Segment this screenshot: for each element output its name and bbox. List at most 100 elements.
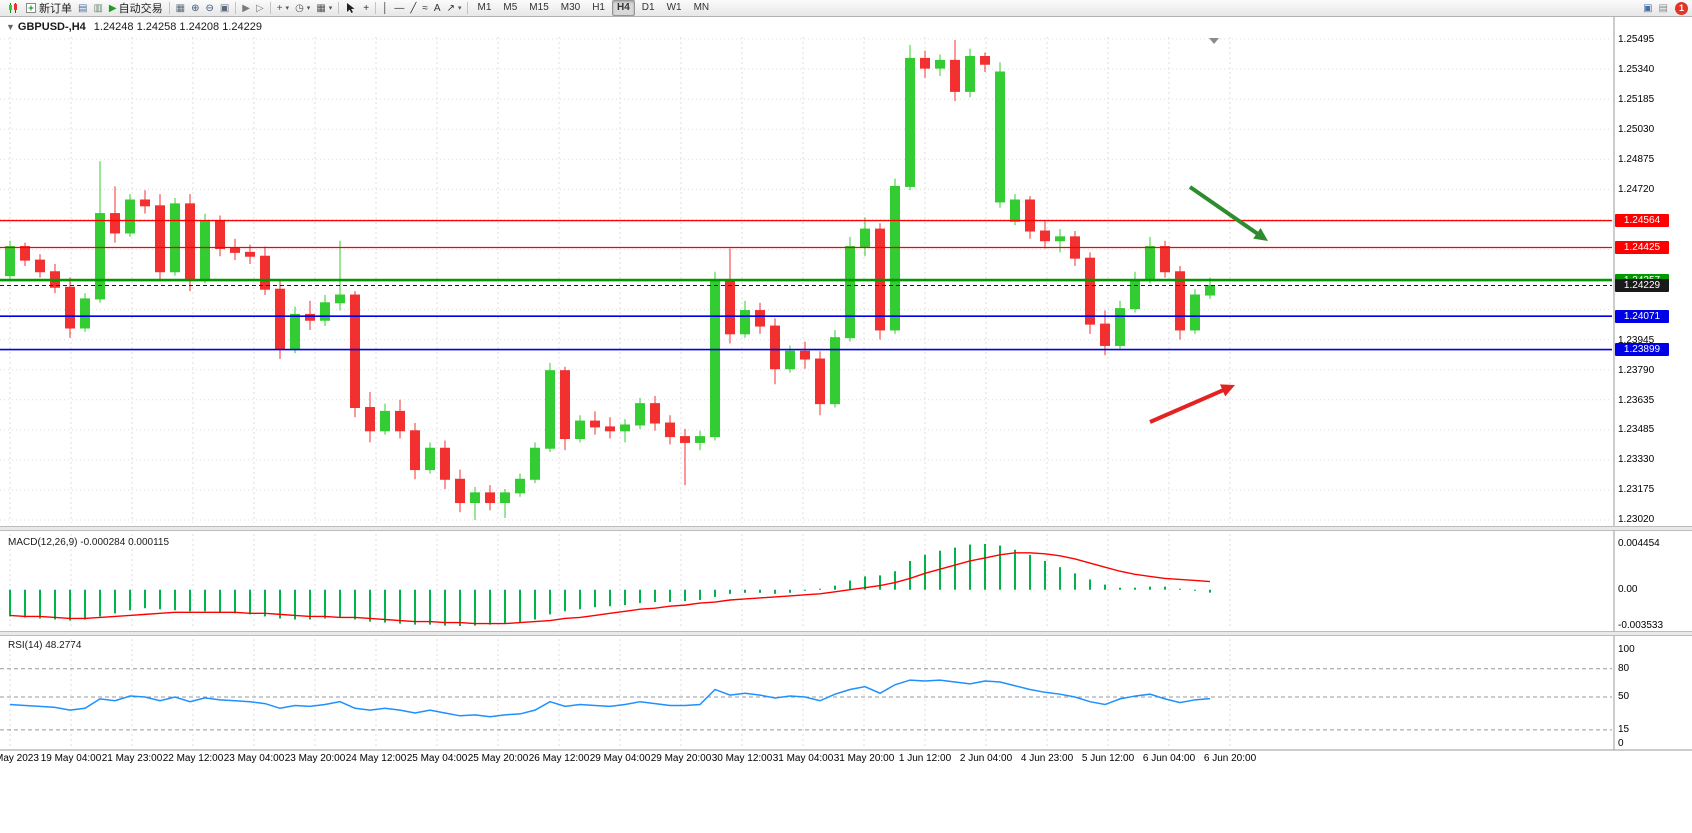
- candle: [290, 313, 300, 350]
- add-indicator-button[interactable]: + ▾: [274, 1, 292, 16]
- chart-window: ▼ GBPUSD-,H4 1.24248 1.24258 1.24208 1.242…: [0, 17, 1692, 833]
- zoom-in-button[interactable]: ⊕: [188, 1, 202, 16]
- auto-scroll-icon: ▶: [242, 2, 250, 14]
- candle: [1145, 246, 1155, 281]
- crosshair-button[interactable]: +: [360, 1, 372, 16]
- text-icon: A: [433, 2, 441, 14]
- fullscreen-icon: ▣: [1643, 2, 1653, 14]
- pane-separator-rsi[interactable]: [0, 631, 1692, 636]
- alerts-button[interactable]: ▤: [1656, 1, 1671, 16]
- time-tick: 30 May 12:00: [711, 753, 773, 764]
- time-tick: 23 May 20:00: [284, 753, 346, 764]
- candle: [365, 407, 375, 432]
- cursor-button[interactable]: [342, 1, 360, 16]
- new-chart-button[interactable]: [4, 1, 22, 16]
- candle: [740, 310, 750, 335]
- period-clock-button[interactable]: ◷ ▾: [292, 1, 313, 16]
- auto-trading-button[interactable]: ▶ 自动交易: [106, 1, 166, 16]
- timeframe-h1-button[interactable]: H1: [592, 2, 605, 13]
- toolbar: 新订单 ▤ ▥ ▶ 自动交易 ▦ ⊕ ⊖ ▣ ▶ ▷ + ▾ ◷ ▾ ▦ ▾ + │ — ╱ ≈ A ↗ ▾ M1 M5 M15 M3…: [0, 0, 1692, 17]
- candle: [170, 203, 180, 273]
- timeframe-m5-button[interactable]: M5: [503, 2, 518, 13]
- price-tick: 1.23175: [1618, 483, 1655, 495]
- candle: [335, 294, 345, 304]
- timeframe-m30-button[interactable]: M30: [560, 2, 581, 13]
- price-tick: 1.25030: [1618, 124, 1655, 136]
- horizontal-line-button[interactable]: —: [391, 1, 407, 16]
- vertical-line-button[interactable]: │: [379, 1, 391, 16]
- timeframe-d1-button[interactable]: D1: [641, 2, 655, 13]
- green-down-arrow[interactable]: [1188, 185, 1263, 238]
- toolbar-separator: [269, 2, 271, 14]
- price-tick: 1.25495: [1618, 34, 1655, 45]
- price-tick: 1.23790: [1618, 364, 1655, 376]
- time-tick: 18 May 2023: [0, 753, 39, 764]
- price-level-label: 1.23899: [1615, 343, 1669, 357]
- time-tick: 23 May 04:00: [223, 753, 285, 764]
- chart-canvas[interactable]: [0, 17, 1692, 833]
- price-tick: 1.25185: [1618, 94, 1655, 106]
- tile-windows-button[interactable]: ▣: [217, 1, 232, 16]
- time-tick: 29 May 04:00: [589, 753, 651, 764]
- pane-separator-macd[interactable]: [0, 526, 1692, 531]
- chart-shift-marker[interactable]: [1209, 38, 1219, 44]
- auto-scroll-button[interactable]: ▶: [239, 1, 253, 16]
- candle: [1100, 323, 1110, 346]
- candle: [890, 185, 900, 331]
- green-down-arrow-head: [1253, 227, 1268, 241]
- fullscreen-button[interactable]: ▣: [1640, 1, 1655, 16]
- chart-shift-button[interactable]: ▷: [253, 1, 267, 16]
- tile-windows-icon: ▣: [219, 2, 230, 14]
- tile-horizontal-button[interactable]: ▦: [173, 1, 188, 16]
- time-tick: 25 May 20:00: [467, 753, 529, 764]
- text-button[interactable]: A: [431, 1, 444, 16]
- templates-caret-icon: ▾: [328, 5, 333, 12]
- toolbar-separator: [338, 2, 340, 14]
- candle: [410, 430, 420, 471]
- arrows-tool-icon: ↗: [446, 2, 455, 14]
- candle: [650, 403, 660, 424]
- price-level-label: 1.24564: [1615, 214, 1669, 228]
- candle: [1130, 279, 1140, 310]
- equidistant-channel-button[interactable]: ≈: [419, 1, 431, 16]
- candle: [245, 251, 255, 257]
- candle: [1115, 308, 1125, 346]
- vertical-line-icon: │: [382, 2, 389, 14]
- rsi-axis-tick: 80: [1618, 662, 1630, 674]
- timeframe-w1-button[interactable]: W1: [666, 2, 682, 13]
- candle: [995, 71, 1005, 203]
- charts-button[interactable]: ▤: [75, 1, 90, 16]
- toolbar-left-group: 新订单 ▤ ▥ ▶ 自动交易 ▦ ⊕ ⊖ ▣ ▶ ▷ + ▾ ◷ ▾ ▦ ▾ + │ — ╱ ≈ A ↗ ▾: [4, 1, 471, 16]
- zoom-out-button[interactable]: ⊖: [202, 1, 216, 16]
- price-tick: 1.25340: [1618, 64, 1655, 76]
- templates-button[interactable]: ▦ ▾: [313, 1, 335, 16]
- new-order-label: 新订单: [39, 3, 72, 15]
- time-tick: 25 May 04:00: [406, 753, 468, 764]
- candle: [905, 57, 915, 187]
- timeframe-m1-button[interactable]: M1: [477, 2, 492, 13]
- time-tick: 2 Jun 04:00: [959, 753, 1013, 764]
- notification-badge[interactable]: 1: [1675, 1, 1688, 15]
- toolbar-separator: [467, 2, 469, 14]
- new-order-button[interactable]: 新订单: [22, 1, 75, 16]
- candle: [680, 436, 690, 443]
- time-tick: 24 May 12:00: [345, 753, 407, 764]
- trendline-button[interactable]: ╱: [407, 1, 419, 16]
- candle: [500, 492, 510, 504]
- red-up-arrow[interactable]: [1149, 386, 1229, 424]
- candle: [455, 478, 465, 504]
- time-tick: 29 May 20:00: [650, 753, 712, 764]
- arrows-tool-button[interactable]: ↗ ▾: [444, 1, 465, 16]
- timeframe-m15-button[interactable]: M15: [529, 2, 549, 13]
- timeframe-mn-button[interactable]: MN: [693, 2, 710, 13]
- price-tick: 1.23020: [1618, 514, 1655, 525]
- timeframe-h4-button[interactable]: H4: [612, 0, 635, 16]
- candle: [215, 220, 225, 249]
- profiles-button[interactable]: ▥: [90, 1, 105, 16]
- candle: [605, 426, 615, 432]
- period-clock-icon: ◷: [295, 2, 304, 14]
- time-tick: 21 May 23:00: [101, 753, 163, 764]
- candle: [230, 247, 240, 253]
- collapse-icon[interactable]: ▼: [6, 22, 15, 32]
- add-indicator-icon: +: [276, 2, 283, 14]
